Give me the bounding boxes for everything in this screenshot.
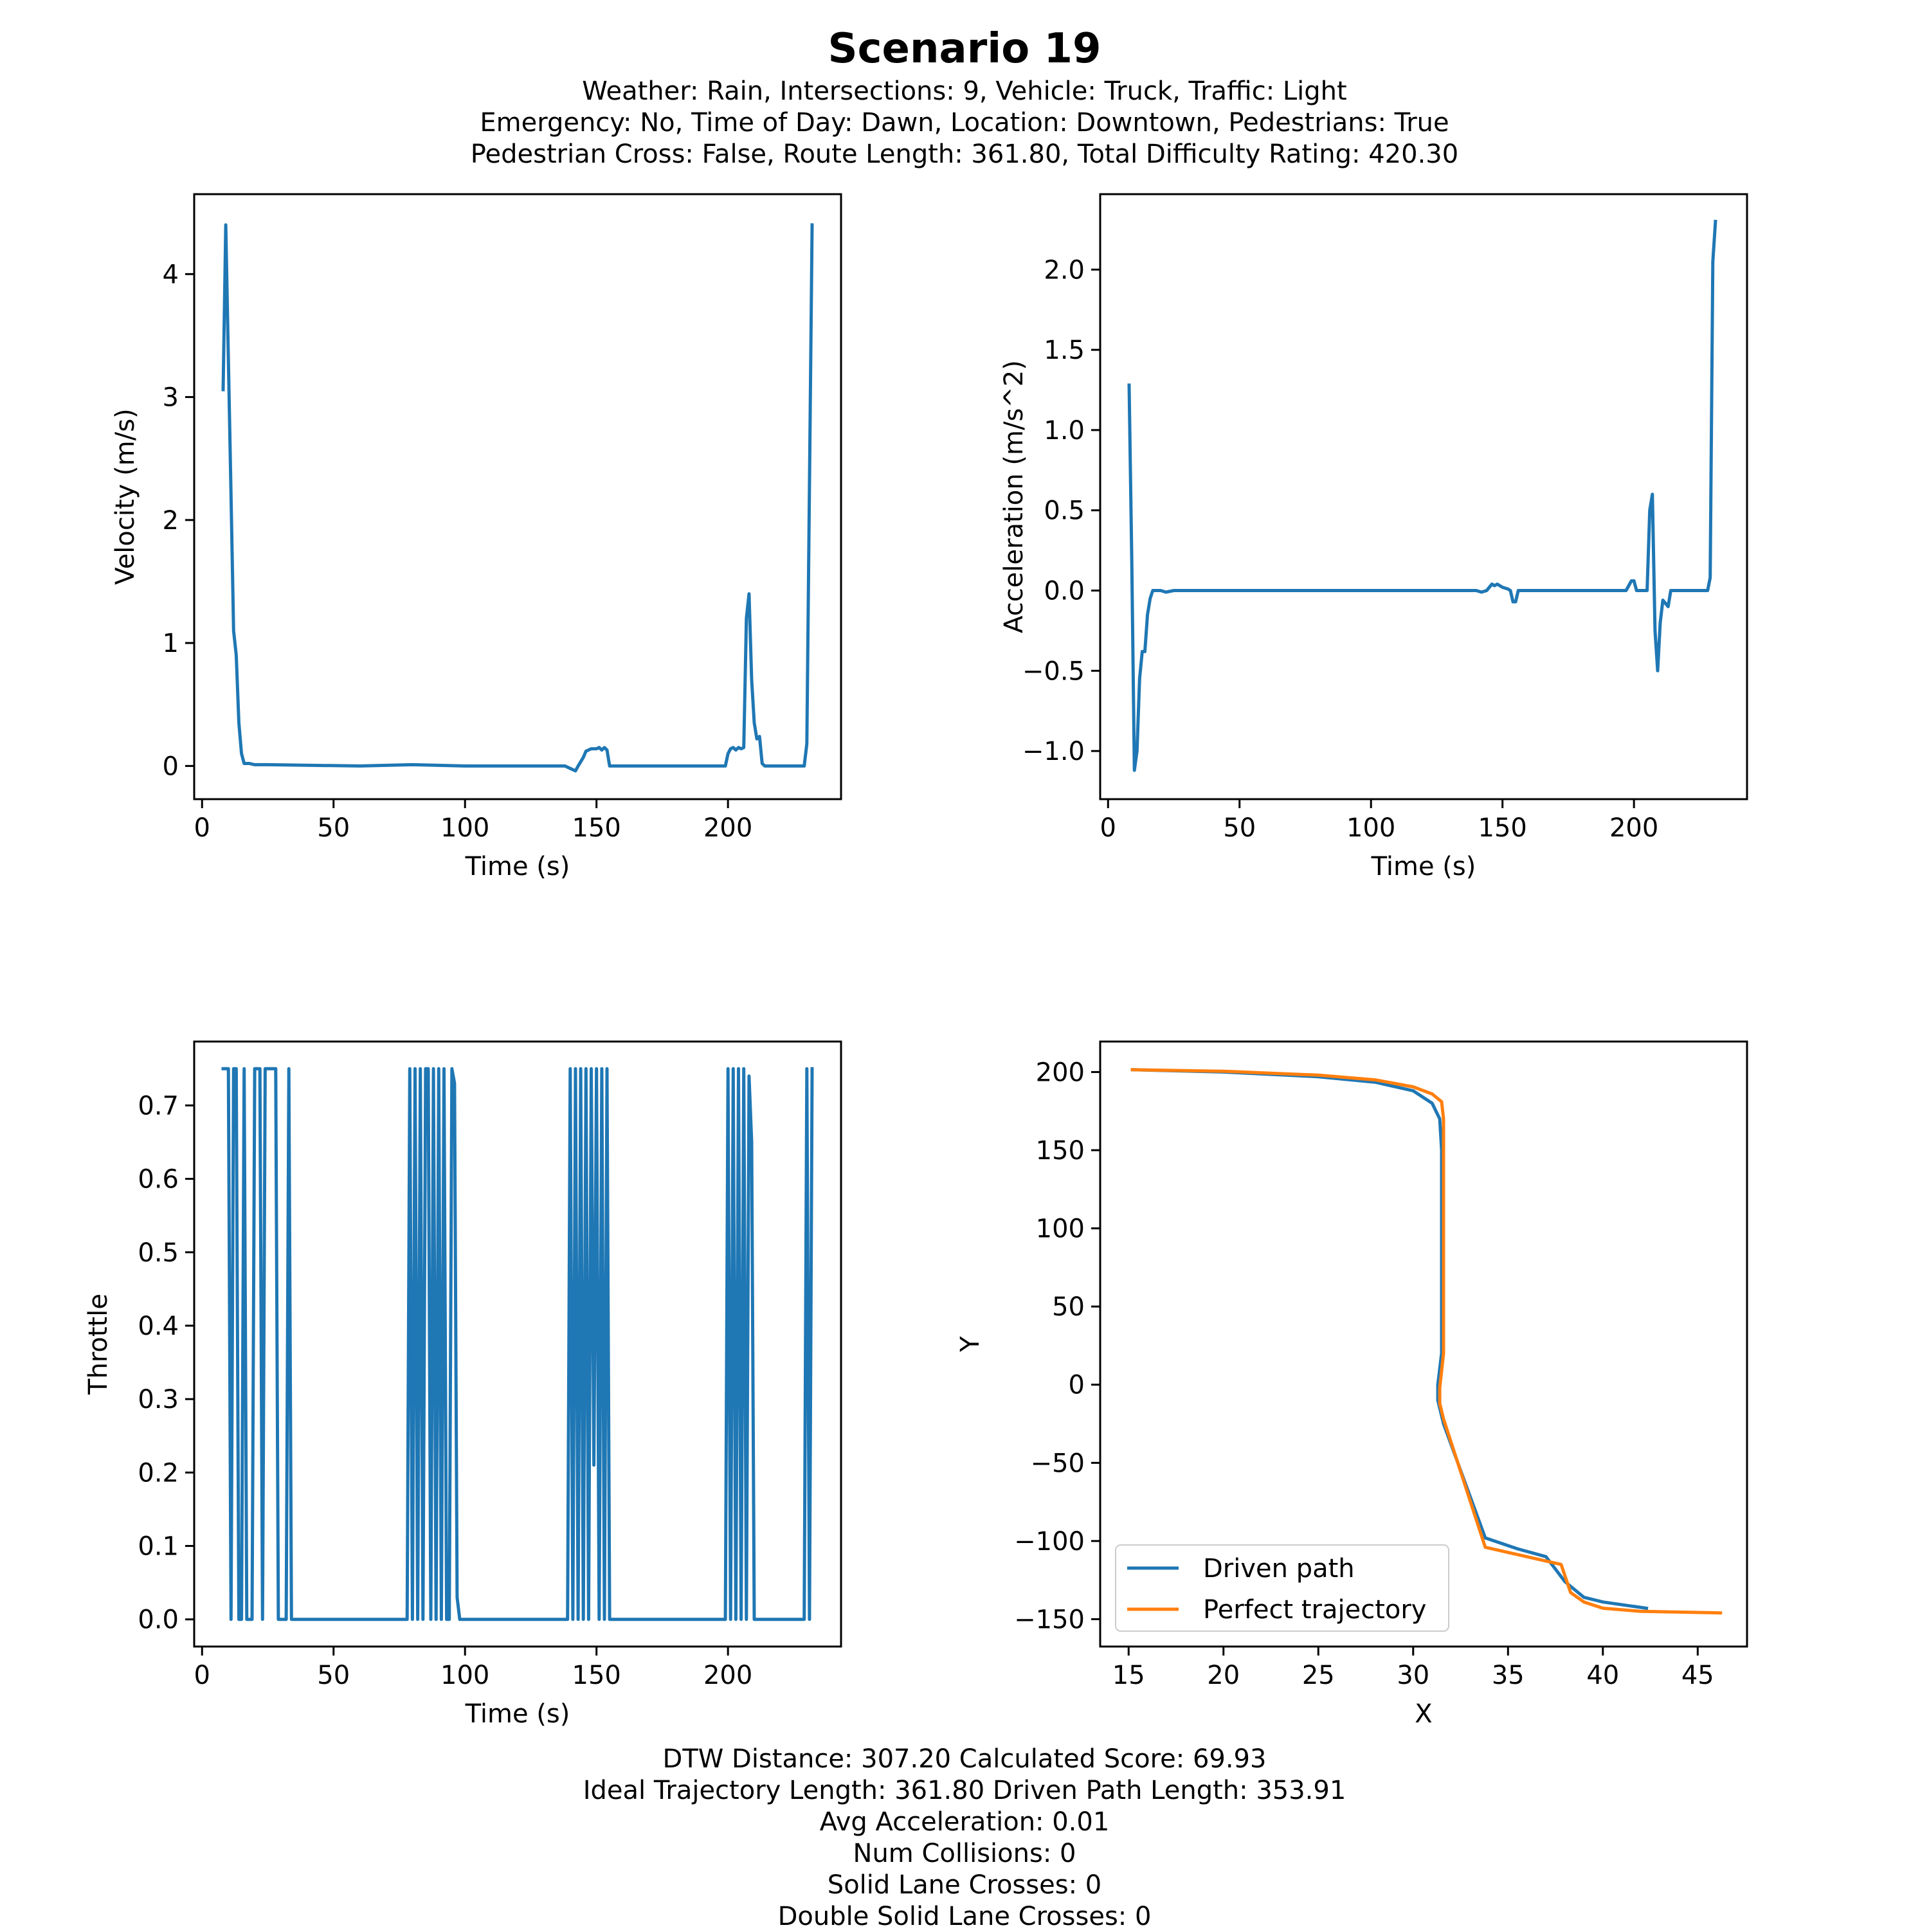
throttle-ytick-label: 0.1	[138, 1532, 179, 1562]
acceleration-ytick-label: 0.0	[1044, 577, 1085, 606]
acceleration-xtick-label: 150	[1478, 813, 1527, 843]
figure-title: Scenario 19	[828, 25, 1101, 73]
throttle-frame	[193, 1040, 842, 1648]
trajectory-series-line-0	[1130, 1068, 1649, 1611]
velocity-xtick-label: 200	[703, 813, 752, 843]
trajectory-ytick-label: 50	[1052, 1292, 1085, 1322]
acceleration-ytick-label: 1.0	[1044, 416, 1085, 446]
trajectory-xtick-label: 35	[1492, 1661, 1525, 1690]
trajectory-series-line-1	[1130, 1068, 1723, 1615]
metric-solid-lane-crosses: Solid Lane Crosses: 0	[827, 1870, 1102, 1900]
metric-avg-acceleration: Avg Acceleration: 0.01	[819, 1807, 1110, 1837]
trajectory-legend-label: Driven path	[1203, 1554, 1355, 1584]
subtitle-line-1: Weather: Rain, Intersections: 9, Vehicle…	[582, 77, 1347, 106]
acceleration-xtick-label: 50	[1223, 813, 1256, 843]
acceleration-ytick-label: −1.0	[1022, 737, 1085, 766]
acceleration-ytick-label: 0.5	[1044, 496, 1085, 526]
trajectory-ytick-label: −100	[1014, 1527, 1085, 1557]
trajectory-ytick-label: 0	[1069, 1371, 1085, 1400]
trajectory-xlabel: X	[1415, 1699, 1432, 1729]
acceleration-ytick-label: −0.5	[1022, 656, 1085, 686]
throttle-ytick-label: 0.2	[138, 1458, 179, 1488]
velocity-ytick-label: 2	[163, 506, 179, 536]
metric-collisions: Num Collisions: 0	[853, 1839, 1076, 1868]
velocity-ytick-label: 3	[163, 383, 179, 413]
throttle-series-line-0	[221, 1067, 814, 1621]
acceleration-chart: 0 50 100 150 200 −1.0 −0.5 0.0 0.5 1.0 1.5 2.0 Time …	[999, 193, 1748, 881]
throttle-xtick-label: 50	[317, 1661, 350, 1690]
velocity-xtick-label: 50	[317, 813, 350, 843]
trajectory-ytick-label: −150	[1014, 1605, 1085, 1634]
throttle-xtick-label: 100	[440, 1661, 489, 1690]
trajectory-xtick-label: 40	[1586, 1661, 1619, 1690]
metric-lengths: Ideal Trajectory Length: 361.80 Driven P…	[583, 1776, 1346, 1805]
acceleration-xtick-label: 100	[1346, 813, 1395, 843]
throttle-ytick-label: 0.5	[138, 1238, 179, 1268]
trajectory-legend-label: Perfect trajectory	[1203, 1595, 1426, 1625]
throttle-ytick-label: 0.3	[138, 1385, 179, 1414]
acceleration-ytick-label: 1.5	[1044, 336, 1085, 365]
velocity-xtick-label: 0	[194, 813, 210, 843]
velocity-ylabel: Velocity (m/s)	[111, 408, 140, 584]
trajectory-ytick-label: 100	[1036, 1214, 1085, 1244]
velocity-frame	[193, 193, 842, 800]
throttle-ytick-label: 0.0	[138, 1605, 179, 1635]
trajectory-frame	[1099, 1040, 1748, 1648]
throttle-ytick-label: 0.7	[138, 1091, 179, 1121]
trajectory-xtick-label: 45	[1681, 1661, 1714, 1690]
throttle-ytick-label: 0.6	[138, 1165, 179, 1195]
acceleration-xtick-label: 200	[1609, 813, 1658, 843]
trajectory-xtick-label: 25	[1302, 1661, 1335, 1690]
trajectory-legend-box	[1115, 1544, 1449, 1632]
velocity-xtick-label: 100	[440, 813, 489, 843]
trajectory-xtick-label: 15	[1112, 1661, 1145, 1690]
acceleration-xtick-label: 0	[1100, 813, 1116, 843]
metric-dtw-score: DTW Distance: 307.20 Calculated Score: 6…	[662, 1744, 1267, 1774]
throttle-xtick-label: 150	[572, 1661, 621, 1690]
throttle-ytick-label: 0.4	[138, 1312, 179, 1341]
trajectory-chart: 15 20 25 30 35 40 45 −150 −100 −50 0 50 100 150 200 X Y D…	[955, 1040, 1748, 1729]
velocity-ytick-label: 1	[163, 629, 179, 658]
acceleration-series-line-0	[1127, 219, 1717, 772]
velocity-series-line-0	[221, 223, 814, 773]
throttle-xtick-label: 0	[194, 1661, 210, 1690]
subtitle-line-2: Emergency: No, Time of Day: Dawn, Locati…	[480, 108, 1449, 138]
acceleration-xlabel: Time (s)	[1371, 852, 1476, 881]
acceleration-frame	[1099, 193, 1748, 800]
acceleration-ytick-label: 2.0	[1044, 255, 1085, 285]
velocity-xtick-label: 150	[572, 813, 621, 843]
throttle-xtick-label: 200	[703, 1661, 752, 1690]
velocity-ytick-label: 0	[163, 752, 179, 781]
trajectory-ylabel: Y	[955, 1336, 985, 1353]
velocity-chart: 0 50 100 150 200 0 1 2 3 4 Time (s) Velocity (m/s)	[111, 193, 842, 881]
trajectory-xtick-label: 30	[1397, 1661, 1429, 1690]
velocity-ytick-label: 4	[163, 260, 179, 289]
acceleration-ylabel: Acceleration (m/s^2)	[999, 360, 1029, 633]
trajectory-xtick-label: 20	[1207, 1661, 1240, 1690]
throttle-xlabel: Time (s)	[465, 1699, 570, 1729]
trajectory-ytick-label: −50	[1031, 1449, 1085, 1478]
throttle-chart: 0 50 100 150 200 0.0 0.1 0.2 0.3 0.4 0.5 0.6 0.7 Time…	[84, 1040, 842, 1729]
throttle-ylabel: Throttle	[84, 1294, 113, 1395]
metric-double-solid-lane-crosses: Double Solid Lane Crosses: 0	[777, 1902, 1152, 1931]
subtitle-line-3: Pedestrian Cross: False, Route Length: 3…	[470, 140, 1459, 169]
velocity-xlabel: Time (s)	[465, 852, 570, 881]
trajectory-ytick-label: 200	[1036, 1058, 1085, 1087]
trajectory-ytick-label: 150	[1036, 1136, 1085, 1166]
